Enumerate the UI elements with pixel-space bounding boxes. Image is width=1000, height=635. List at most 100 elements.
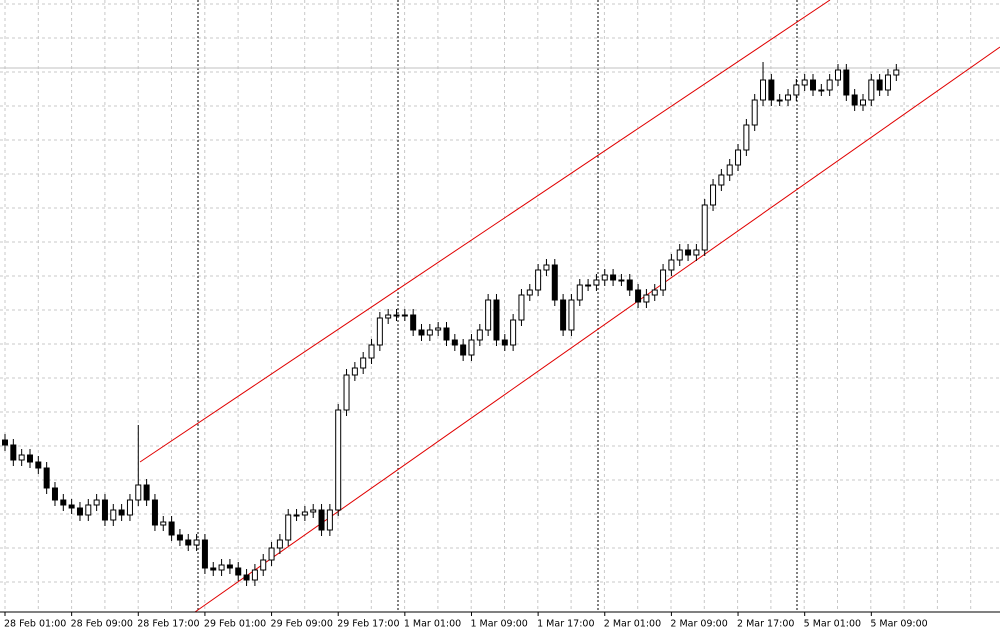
x-tick-label: 28 Feb 01:00 bbox=[4, 619, 66, 630]
candles bbox=[2, 62, 900, 586]
candle-body bbox=[410, 314, 417, 331]
candle-body bbox=[43, 467, 50, 489]
candle-body bbox=[801, 79, 808, 86]
channel-upper bbox=[139, 0, 831, 463]
x-tick-label: 2 Mar 17:00 bbox=[737, 619, 794, 630]
candle-body bbox=[451, 339, 458, 346]
candle-body bbox=[426, 329, 433, 336]
candle-body bbox=[518, 294, 525, 321]
candle-body bbox=[760, 79, 767, 101]
candle-body bbox=[893, 69, 900, 76]
candle-body bbox=[35, 461, 42, 469]
x-tick-label: 28 Feb 09:00 bbox=[71, 619, 133, 630]
candle-body bbox=[243, 574, 250, 581]
x-tick-label: 1 Mar 01:00 bbox=[404, 619, 461, 630]
candle-body bbox=[601, 274, 608, 281]
candle-body bbox=[301, 511, 308, 516]
candle-body bbox=[593, 279, 600, 286]
candle-body bbox=[576, 284, 583, 301]
candle-body bbox=[610, 274, 617, 281]
candle-body bbox=[635, 289, 642, 303]
candle-body bbox=[435, 327, 442, 331]
candle-body bbox=[493, 299, 500, 341]
candle-body bbox=[343, 374, 350, 411]
candle-body bbox=[793, 84, 800, 96]
x-tick-label: 1 Mar 09:00 bbox=[470, 619, 527, 630]
candle-body bbox=[193, 539, 200, 546]
x-tick-label: 29 Feb 17:00 bbox=[337, 619, 399, 630]
x-tick-label: 29 Feb 09:00 bbox=[271, 619, 333, 630]
candle-body bbox=[60, 499, 67, 506]
candle-body bbox=[160, 521, 167, 526]
candle-body bbox=[618, 279, 625, 282]
candle-body bbox=[335, 409, 342, 511]
candle-body bbox=[560, 299, 567, 331]
candle-body bbox=[651, 289, 658, 296]
candle-body bbox=[743, 124, 750, 151]
candle-body bbox=[218, 564, 225, 571]
candle-body bbox=[18, 454, 25, 461]
candle-body bbox=[701, 204, 708, 251]
x-tick-label: 29 Feb 01:00 bbox=[204, 619, 266, 630]
candle-body bbox=[884, 74, 891, 91]
candle-body bbox=[660, 269, 667, 291]
candle-body bbox=[368, 344, 375, 359]
candle-body bbox=[110, 509, 117, 521]
candle-body bbox=[585, 284, 592, 287]
candle-body bbox=[376, 317, 383, 346]
candle-body bbox=[251, 569, 258, 581]
candle-body bbox=[151, 499, 158, 526]
candle-body bbox=[135, 484, 142, 501]
candle-body bbox=[859, 99, 866, 106]
candle-body bbox=[526, 289, 533, 296]
candle-body bbox=[260, 559, 267, 571]
candle-body bbox=[460, 344, 467, 356]
candle-body bbox=[710, 184, 717, 206]
candle-body bbox=[810, 79, 817, 91]
candle-body bbox=[751, 99, 758, 126]
x-tick-label: 5 Mar 01:00 bbox=[804, 619, 861, 630]
candle-body bbox=[168, 521, 175, 536]
candle-body bbox=[401, 314, 408, 317]
candle-body bbox=[843, 69, 850, 96]
candle-body bbox=[210, 567, 217, 571]
candle-body bbox=[785, 94, 792, 101]
candle-body bbox=[501, 339, 508, 346]
candle-body bbox=[310, 509, 317, 513]
candle-body bbox=[776, 99, 783, 102]
candle-body bbox=[568, 299, 575, 331]
candle-body bbox=[68, 504, 75, 509]
x-tick-label: 28 Feb 17:00 bbox=[137, 619, 199, 630]
candle-body bbox=[93, 499, 100, 506]
candle-body bbox=[143, 484, 150, 501]
candle-body bbox=[185, 539, 192, 546]
candle-body bbox=[543, 264, 550, 271]
candle-body bbox=[351, 367, 358, 376]
candle-body bbox=[101, 499, 108, 521]
candle-body bbox=[685, 249, 692, 256]
x-tick-label: 2 Mar 09:00 bbox=[670, 619, 727, 630]
candle-body bbox=[85, 504, 92, 516]
candle-body bbox=[293, 514, 300, 517]
candle-body bbox=[326, 509, 333, 531]
candle-body bbox=[268, 547, 275, 561]
candle-body bbox=[476, 329, 483, 341]
candle-body bbox=[668, 259, 675, 271]
candle-body bbox=[818, 89, 825, 92]
candle-body bbox=[126, 499, 133, 516]
candle-body bbox=[551, 264, 558, 301]
candle-body bbox=[726, 164, 733, 176]
candle-body bbox=[851, 94, 858, 106]
candle-body bbox=[276, 539, 283, 549]
candle-body bbox=[285, 514, 292, 541]
candle-body bbox=[626, 279, 633, 291]
grid bbox=[0, 0, 1000, 610]
candle-body bbox=[418, 329, 425, 336]
candle-body bbox=[643, 294, 650, 303]
candle-body bbox=[360, 357, 367, 369]
candle-body bbox=[510, 319, 517, 346]
candle-body bbox=[443, 327, 450, 341]
candle-body bbox=[468, 339, 475, 356]
